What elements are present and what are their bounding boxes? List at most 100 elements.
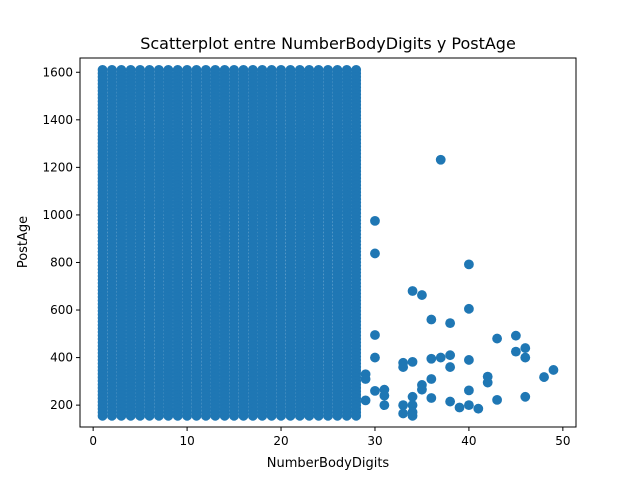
data-point: [247, 410, 258, 421]
data-point: [219, 410, 230, 421]
data-point: [370, 330, 380, 340]
x-tick-label: 10: [179, 434, 194, 448]
data-point: [464, 400, 474, 411]
data-point: [398, 362, 409, 372]
data-point: [379, 400, 390, 411]
dense-column: [247, 64, 258, 421]
data-point: [107, 410, 117, 421]
x-tick-label: 0: [89, 434, 97, 448]
y-tick-label: 1400: [42, 113, 73, 127]
data-point: [341, 410, 352, 421]
data-point: [332, 410, 343, 421]
dense-column: [351, 64, 362, 421]
dense-column: [125, 64, 136, 421]
data-point: [398, 408, 409, 419]
dense-column: [323, 64, 333, 421]
dense-column: [135, 64, 146, 421]
data-point: [285, 410, 296, 421]
data-point: [435, 154, 446, 165]
dense-column: [154, 64, 164, 421]
data-point: [182, 410, 192, 421]
data-point: [370, 248, 380, 259]
data-point: [370, 352, 380, 363]
y-tick-label: 1200: [42, 160, 73, 174]
dense-column: [107, 64, 117, 421]
data-point: [294, 410, 305, 421]
dense-column: [219, 64, 230, 421]
data-point: [313, 410, 324, 421]
dense-column: [285, 64, 296, 421]
data-point: [473, 403, 484, 414]
data-point: [229, 410, 239, 421]
data-point: [210, 410, 221, 421]
dense-column: [191, 64, 202, 421]
data-point: [407, 286, 418, 296]
data-point: [238, 410, 249, 421]
data-point: [445, 362, 456, 372]
dense-column: [144, 64, 155, 421]
data-point: [125, 410, 136, 421]
data-point: [154, 410, 164, 421]
data-point: [379, 390, 390, 401]
y-tick-label: 1600: [42, 65, 73, 79]
y-tick-label: 1000: [42, 208, 73, 222]
y-axis-label: PostAge: [16, 216, 31, 268]
dense-column: [276, 64, 286, 421]
data-point: [200, 410, 211, 421]
data-point: [163, 410, 174, 421]
data-point: [510, 330, 521, 341]
data-point: [266, 410, 277, 421]
data-point: [464, 355, 474, 365]
x-tick-label: 30: [367, 434, 382, 448]
y-tick-label: 800: [50, 255, 73, 269]
data-point: [548, 365, 559, 375]
chart-title: Scatterplot entre NumberBodyDigits y Pos…: [140, 34, 516, 53]
dense-column: [304, 64, 315, 421]
y-tick-label: 400: [50, 351, 73, 365]
dense-column: [332, 64, 343, 421]
data-point: [97, 410, 108, 421]
data-point: [370, 215, 380, 226]
x-axis: 0 10 20 30 40 50: [89, 427, 570, 448]
dense-column: [313, 64, 324, 421]
data-point: [426, 314, 437, 325]
plot-points: [97, 64, 559, 421]
dense-column: [294, 64, 305, 421]
data-point: [520, 343, 531, 353]
dense-column: [97, 64, 108, 421]
data-point: [257, 410, 268, 421]
data-point: [492, 394, 502, 405]
dense-column: [266, 64, 277, 421]
y-axis: 200 400 600 800 1000 1200 1400 1600: [42, 65, 80, 412]
data-point: [351, 410, 362, 421]
data-point: [304, 410, 315, 421]
data-point: [520, 391, 531, 402]
data-point: [445, 318, 456, 328]
data-point: [360, 395, 371, 406]
dense-column: [229, 64, 239, 421]
data-point: [426, 393, 437, 403]
plot-frame: [79, 57, 577, 428]
y-tick-label: 200: [50, 398, 73, 412]
data-point: [407, 410, 418, 421]
data-point: [323, 410, 333, 421]
dense-column: [210, 64, 221, 421]
dense-column: [238, 64, 249, 421]
data-point: [464, 385, 474, 396]
data-point: [520, 352, 531, 363]
data-point: [172, 410, 183, 421]
data-point: [360, 374, 371, 384]
data-point: [426, 353, 437, 364]
data-point: [539, 372, 549, 382]
x-tick-label: 50: [555, 434, 570, 448]
data-point: [417, 384, 427, 395]
dense-column: [257, 64, 268, 421]
x-axis-label: NumberBodyDigits: [267, 456, 390, 471]
data-point: [435, 352, 446, 363]
data-point: [191, 410, 202, 421]
dense-column: [200, 64, 211, 421]
data-point: [398, 400, 409, 411]
data-point: [426, 374, 437, 384]
dense-column: [182, 64, 192, 421]
